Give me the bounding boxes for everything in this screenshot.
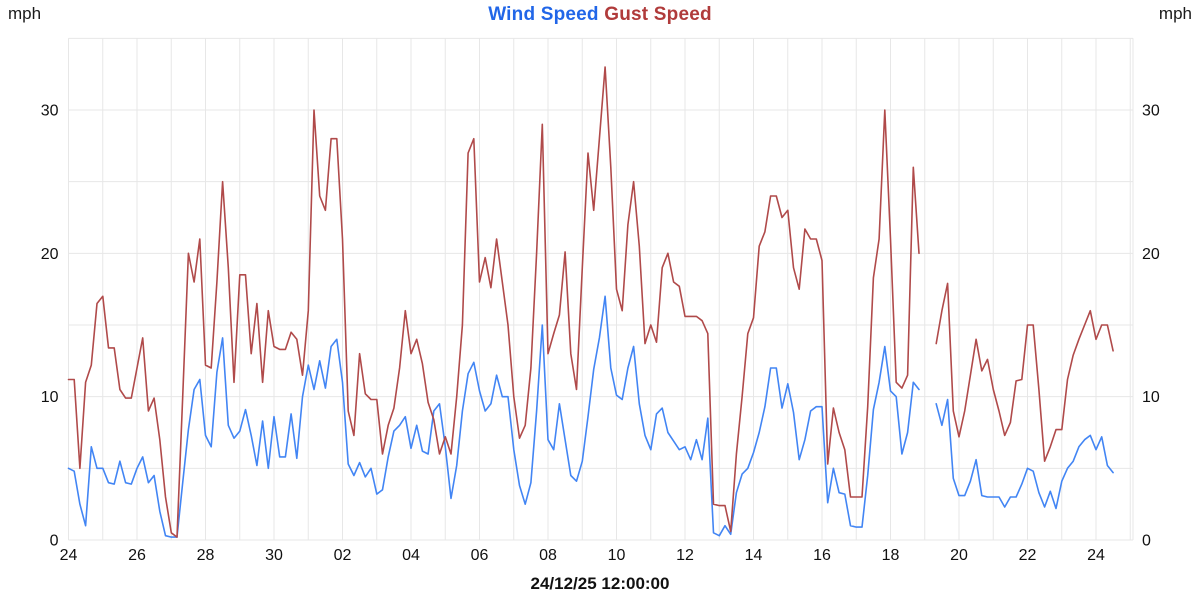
left-axis-unit-label: mph (8, 4, 42, 23)
x-axis-tick-label: 16 (813, 547, 831, 564)
x-axis-tick-label: 22 (1019, 547, 1037, 564)
x-axis-tick-label: 02 (334, 547, 352, 564)
y-axis-tick-label-left: 20 (41, 246, 59, 263)
y-axis-tick-label-right: 30 (1142, 103, 1160, 120)
y-axis-tick-label-right: 0 (1142, 533, 1151, 550)
wind-speed-line (67, 295, 1114, 538)
x-axis-tick-label: 30 (265, 547, 283, 564)
y-axis-tick-label-right: 10 (1142, 389, 1160, 406)
x-axis-tick-label: 20 (950, 547, 968, 564)
x-axis-tick-label: 06 (471, 547, 489, 564)
y-axis-tick-label-left: 10 (41, 389, 59, 406)
x-axis-tick-label: 24 (1087, 547, 1105, 564)
chart-title: Wind Speed Gust Speed (0, 4, 1200, 26)
x-axis-tick-label: 14 (745, 547, 763, 564)
current-timestamp-label: 24/12/25 12:00:00 (530, 574, 670, 593)
x-axis-tick-label: 28 (197, 547, 215, 564)
y-axis-tick-label-right: 20 (1142, 246, 1160, 263)
x-axis-tick-label: 10 (608, 547, 626, 564)
y-axis-tick-label-left: 30 (41, 103, 59, 120)
x-axis-tick-label: 12 (676, 547, 694, 564)
x-axis-tick-label: 24 (60, 547, 78, 564)
x-axis-tick-label: 04 (402, 547, 420, 564)
y-axis-tick-label-left: 0 (50, 533, 59, 550)
right-axis-unit-label: mph (1158, 4, 1192, 23)
gust-speed-line (67, 66, 1114, 538)
x-axis-tick-label: 26 (128, 547, 146, 564)
x-axis-tick-label: 08 (539, 547, 557, 564)
gust-speed-legend-label: Gust Speed (604, 4, 712, 25)
x-axis-tick-label: 18 (882, 547, 900, 564)
wind-speed-legend-label: Wind Speed (488, 4, 599, 25)
